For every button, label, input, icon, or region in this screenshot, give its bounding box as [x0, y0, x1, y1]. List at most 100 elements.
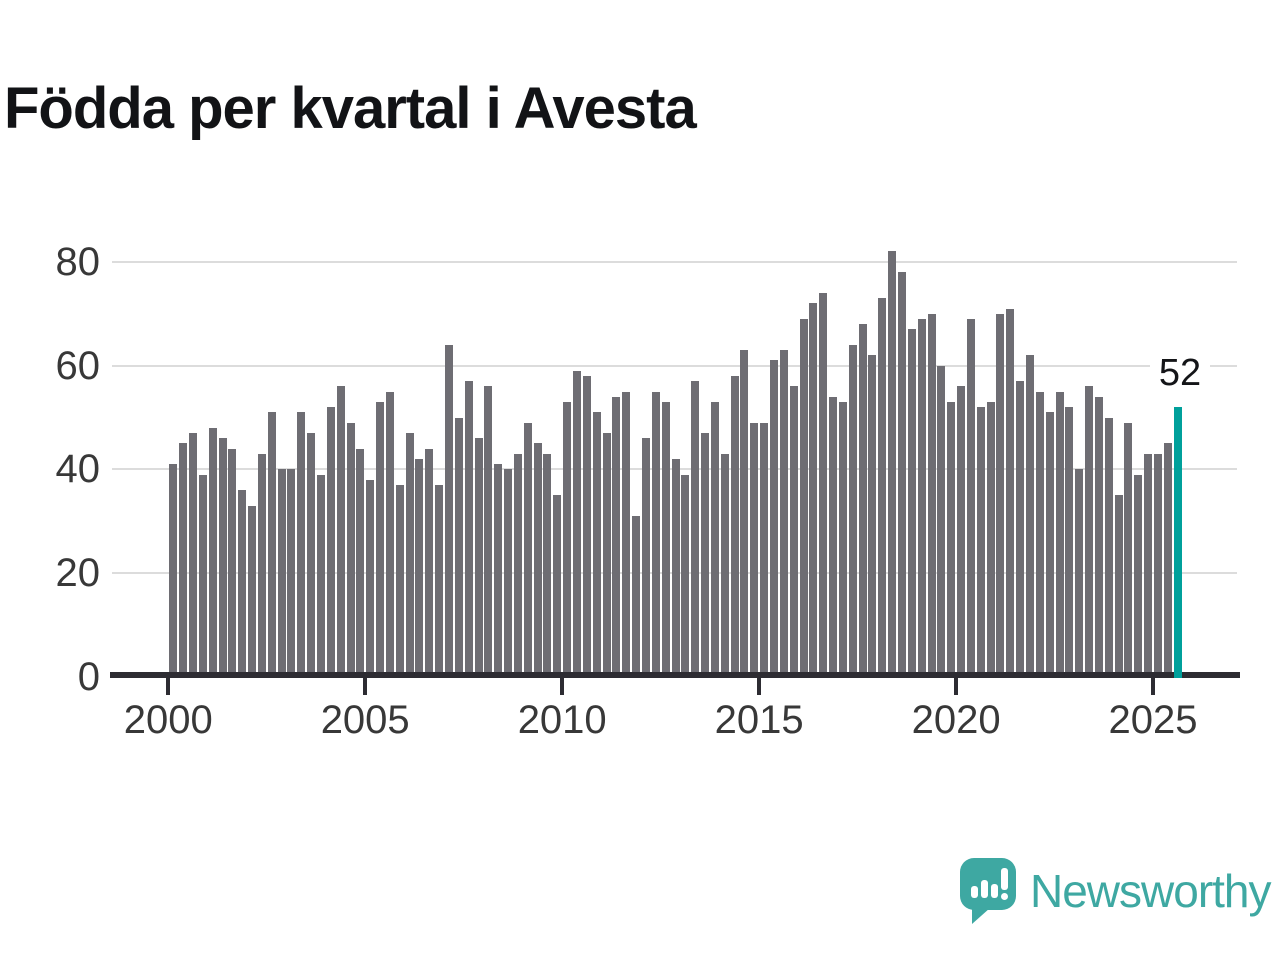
bar-2014-q2	[730, 376, 739, 677]
bar-2013-q2	[691, 381, 700, 677]
bar-2013-q1	[681, 474, 690, 677]
bar-2016-q3	[819, 292, 828, 677]
newsworthy-wordmark: Newsworthy	[1030, 865, 1272, 917]
bar-2005-q3	[385, 391, 394, 677]
y-axis-tick-label: 80	[55, 239, 101, 284]
bar-2003-q2	[297, 412, 306, 677]
bar-2011-q3	[622, 391, 631, 677]
bar-2018-q3	[897, 272, 906, 677]
bar-2018-q2	[888, 251, 897, 677]
bar-2002-q2	[257, 453, 266, 677]
bar-2024-q2	[1124, 422, 1133, 677]
bar-2000-q3	[188, 433, 197, 677]
bar-2024-q4	[1144, 453, 1153, 677]
bar-2011-q1	[602, 433, 611, 677]
x-axis-tick	[757, 678, 762, 695]
bar-2023-q3	[1094, 396, 1103, 677]
bar-2025-q2	[1163, 443, 1172, 677]
bar-2021-q1	[996, 313, 1005, 677]
bar-2017-q3	[858, 324, 867, 677]
bar-2023-q4	[1104, 417, 1113, 677]
bar-2003-q3	[307, 433, 316, 677]
bar-2009-q1	[523, 422, 532, 677]
bar-2023-q1	[1075, 469, 1084, 677]
bar-2022-q1	[1035, 391, 1044, 677]
gridline-y-80	[112, 260, 1237, 263]
highlighted-bar-2025-q3	[1173, 407, 1182, 678]
bar-2016-q1	[799, 318, 808, 677]
bar-2024-q1	[1114, 495, 1123, 678]
bar-2008-q2	[494, 464, 503, 677]
bar-2014-q3	[740, 350, 749, 677]
logo-chart-bar-icon	[991, 884, 998, 898]
bar-2015-q1	[760, 422, 769, 677]
bar-2019-q4	[947, 401, 956, 677]
bar-2013-q3	[701, 433, 710, 677]
bar-2005-q4	[395, 485, 404, 677]
bar-2010-q3	[582, 376, 591, 677]
logo-exclamation-dot-icon	[1001, 893, 1008, 900]
bar-2021-q2	[1006, 308, 1015, 677]
bar-2003-q1	[287, 469, 296, 677]
x-axis-tick-label: 2010	[517, 698, 607, 742]
bar-2004-q2	[336, 386, 345, 677]
bar-2016-q4	[829, 396, 838, 677]
bar-2006-q2	[415, 459, 424, 677]
bar-2007-q4	[474, 438, 483, 677]
bar-2020-q4	[986, 401, 995, 677]
bar-2007-q3	[464, 381, 473, 677]
highlight-value-label: 52	[1150, 352, 1210, 394]
bar-2005-q2	[376, 401, 385, 677]
bar-2012-q1	[641, 438, 650, 677]
bar-2004-q4	[356, 448, 365, 677]
bar-2002-q1	[248, 505, 257, 677]
bar-2015-q3	[779, 350, 788, 677]
bar-2001-q1	[208, 427, 217, 677]
bar-2014-q4	[750, 422, 759, 677]
x-axis-tick	[560, 678, 565, 695]
y-axis-tick-label: 40	[55, 447, 101, 492]
logo-chart-bar-icon	[981, 880, 988, 898]
y-axis-tick-label: 60	[55, 343, 101, 388]
bar-2022-q3	[1055, 391, 1064, 677]
bar-2006-q3	[425, 448, 434, 677]
bar-2011-q4	[632, 516, 641, 677]
bar-2017-q4	[868, 355, 877, 677]
bar-2020-q2	[966, 318, 975, 677]
bar-2001-q3	[228, 448, 237, 677]
bar-2019-q1	[917, 318, 926, 677]
bar-2024-q3	[1134, 474, 1143, 677]
bar-2009-q3	[543, 453, 552, 677]
bar-2001-q2	[218, 438, 227, 677]
logo-exclamation-icon	[1001, 868, 1008, 890]
speech-bubble-tail	[972, 908, 990, 924]
x-axis-tick-label: 2020	[911, 698, 1001, 742]
bar-2010-q4	[592, 412, 601, 677]
x-axis-line	[110, 672, 1240, 678]
bar-2001-q4	[238, 490, 247, 677]
bar-2011-q2	[612, 396, 621, 677]
bar-2010-q2	[573, 370, 582, 677]
bar-2019-q3	[937, 365, 946, 677]
bar-2012-q2	[651, 391, 660, 677]
bar-2005-q1	[366, 479, 375, 677]
bar-2021-q4	[1025, 355, 1034, 677]
bar-2009-q4	[553, 495, 562, 678]
bar-2002-q4	[277, 469, 286, 677]
y-axis-tick-label: 20	[55, 551, 101, 596]
x-axis-tick	[1151, 678, 1155, 695]
bar-2025-q1	[1154, 453, 1162, 677]
logo-chart-bar-icon	[971, 886, 978, 898]
bar-2007-q1	[445, 344, 454, 677]
newsworthy-logo: Newsworthy	[958, 856, 1278, 926]
bar-2015-q4	[789, 386, 798, 677]
bar-2017-q2	[848, 344, 857, 677]
x-axis-tick-label: 2005	[320, 698, 410, 742]
bar-2003-q4	[317, 474, 325, 677]
bar-2008-q4	[513, 453, 522, 677]
bar-2020-q3	[976, 407, 985, 677]
bar-2009-q2	[533, 443, 542, 677]
bar-2010-q1	[563, 401, 572, 677]
bar-2004-q3	[346, 422, 355, 677]
bar-2023-q2	[1085, 386, 1094, 677]
